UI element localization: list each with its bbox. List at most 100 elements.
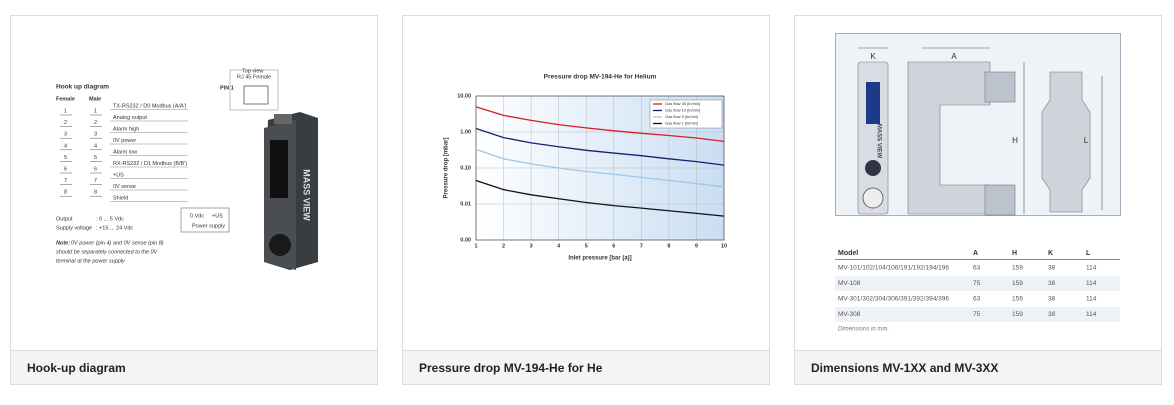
y-tick-label: 0.10 bbox=[460, 165, 471, 171]
row-stripe bbox=[835, 276, 1120, 291]
title: Hook up diagram bbox=[56, 84, 109, 91]
signal-label: 0V power bbox=[113, 138, 136, 144]
table-header: Model bbox=[838, 250, 858, 257]
dim-label: L bbox=[1084, 136, 1089, 145]
dimensions: K A H L MASS VIEW Model A H K L MV-101/102/104/106… bbox=[835, 33, 1121, 333]
table-cell: MV-101/102/104/106/191/192/194/196 bbox=[838, 265, 949, 272]
table-cell: 38 bbox=[1048, 280, 1056, 287]
x-tick-label: 4 bbox=[557, 243, 561, 249]
back-view bbox=[1041, 71, 1091, 213]
label: PIN 1 bbox=[220, 85, 234, 91]
signal-label: TX-RS232 / D0 Modbus (A/A') bbox=[113, 103, 187, 109]
pin: 7 bbox=[64, 178, 67, 184]
table-cell: 75 bbox=[973, 280, 981, 287]
pin: 4 bbox=[94, 143, 97, 149]
signal-label: +US bbox=[113, 172, 124, 178]
legend-label: Gas flow 3 [ln/min] bbox=[665, 114, 698, 119]
fitting bbox=[984, 184, 1016, 216]
note: 0V power (pin 4) and 0V sense (pin 8) bbox=[71, 240, 164, 246]
spec-label: Supply voltage bbox=[56, 225, 92, 231]
pin: 1 bbox=[64, 108, 67, 114]
table-cell: 75 bbox=[973, 311, 981, 318]
table-cell: 38 bbox=[1048, 296, 1056, 303]
x-tick-label: 7 bbox=[640, 243, 643, 249]
pin: 6 bbox=[94, 166, 97, 172]
pin: 8 bbox=[94, 190, 97, 196]
y-tick-label: 10.00 bbox=[457, 93, 471, 99]
table-cell: MV-308 bbox=[838, 311, 861, 318]
caption-bar bbox=[795, 351, 1161, 384]
table-cell: MV-108 bbox=[838, 280, 861, 287]
y-tick-label: 0.01 bbox=[460, 201, 471, 207]
x-tick-label: 6 bbox=[612, 243, 615, 249]
pin: 3 bbox=[64, 132, 67, 138]
dim-label: H bbox=[1012, 136, 1018, 145]
table-cell: 38 bbox=[1048, 311, 1056, 318]
spec-value: : +15 ... 24 Vdc bbox=[96, 225, 133, 231]
legend-label: Gas flow 30 [ln/min] bbox=[665, 101, 700, 106]
label: RJ 45 Female bbox=[237, 74, 271, 80]
x-tick-label: 2 bbox=[502, 243, 505, 249]
chart-title: Pressure drop MV-194-He for Helium bbox=[544, 74, 657, 81]
card[interactable] bbox=[10, 15, 378, 385]
rj45-port bbox=[243, 85, 269, 105]
note-label: Note: bbox=[56, 240, 70, 246]
front-display bbox=[866, 82, 880, 124]
table-cell: 38 bbox=[1048, 265, 1056, 272]
legend-label: Gas flow 1 [ln/min] bbox=[665, 121, 698, 126]
table-cell: 159 bbox=[1012, 265, 1023, 272]
label: Top view bbox=[242, 68, 263, 74]
series-line bbox=[475, 106, 725, 142]
table-cell: 63 bbox=[973, 265, 981, 272]
table-header: A bbox=[973, 250, 978, 257]
pin: 1 bbox=[94, 108, 97, 114]
dim-label: A bbox=[951, 52, 957, 61]
signal-label: Alarm high bbox=[113, 126, 139, 132]
device-top bbox=[274, 114, 292, 124]
plot-border bbox=[475, 95, 725, 241]
table-cell: 159 bbox=[1012, 296, 1023, 303]
chart: Pressure drop MV-194-He for Helium Inlet … bbox=[444, 74, 727, 262]
heading: Female bbox=[56, 96, 75, 102]
table-header: H bbox=[1012, 250, 1017, 257]
label: 0 Vdc bbox=[190, 213, 204, 219]
spec-label: Output bbox=[56, 216, 73, 222]
table-header: L bbox=[1086, 250, 1091, 257]
pin: 8 bbox=[64, 190, 67, 196]
x-tick-label: 8 bbox=[667, 243, 670, 249]
signal-label: Shield bbox=[113, 195, 128, 201]
label: Power supply bbox=[192, 223, 225, 229]
caption[interactable]: Pressure drop MV-194-He for He bbox=[419, 361, 603, 375]
table-cell: 63 bbox=[973, 296, 981, 303]
pin: 5 bbox=[64, 155, 67, 161]
table-cell: 114 bbox=[1086, 265, 1097, 272]
caption[interactable]: Dimensions MV-1XX and MV-3XX bbox=[811, 361, 998, 375]
y-axis-label: Pressure drop [mbar] bbox=[444, 137, 450, 198]
x-tick-label: 3 bbox=[530, 243, 533, 249]
signal-label: Alarm low bbox=[113, 149, 137, 155]
table-cell: 159 bbox=[1012, 311, 1023, 318]
device-display bbox=[270, 140, 288, 198]
table-cell: 114 bbox=[1086, 311, 1097, 318]
fitting bbox=[984, 71, 1016, 103]
front-connector bbox=[862, 187, 884, 209]
signal-label: Analog output bbox=[113, 115, 147, 121]
front-button bbox=[865, 160, 881, 176]
footnote: Dimensions in mm. bbox=[838, 327, 889, 333]
table-header: K bbox=[1048, 250, 1053, 257]
x-tick-label: 9 bbox=[695, 243, 698, 249]
row-stripe bbox=[835, 307, 1120, 322]
spec-value: : 0 ... 5 Vdc bbox=[96, 216, 124, 222]
device-connector bbox=[269, 234, 291, 256]
caption-bar bbox=[403, 351, 769, 384]
caption[interactable]: Hook-up diagram bbox=[27, 361, 126, 375]
legend-label: Gas flow 10 [ln/min] bbox=[665, 108, 700, 113]
brand: MASS VIEW bbox=[875, 124, 881, 159]
signal-label: RX-RS232 / D1 Modbus (B/B') bbox=[113, 161, 187, 167]
brand: MASS VIEW bbox=[302, 169, 312, 221]
pin: 7 bbox=[94, 178, 97, 184]
x-tick-label: 10 bbox=[721, 243, 727, 249]
pin: 2 bbox=[94, 120, 97, 126]
